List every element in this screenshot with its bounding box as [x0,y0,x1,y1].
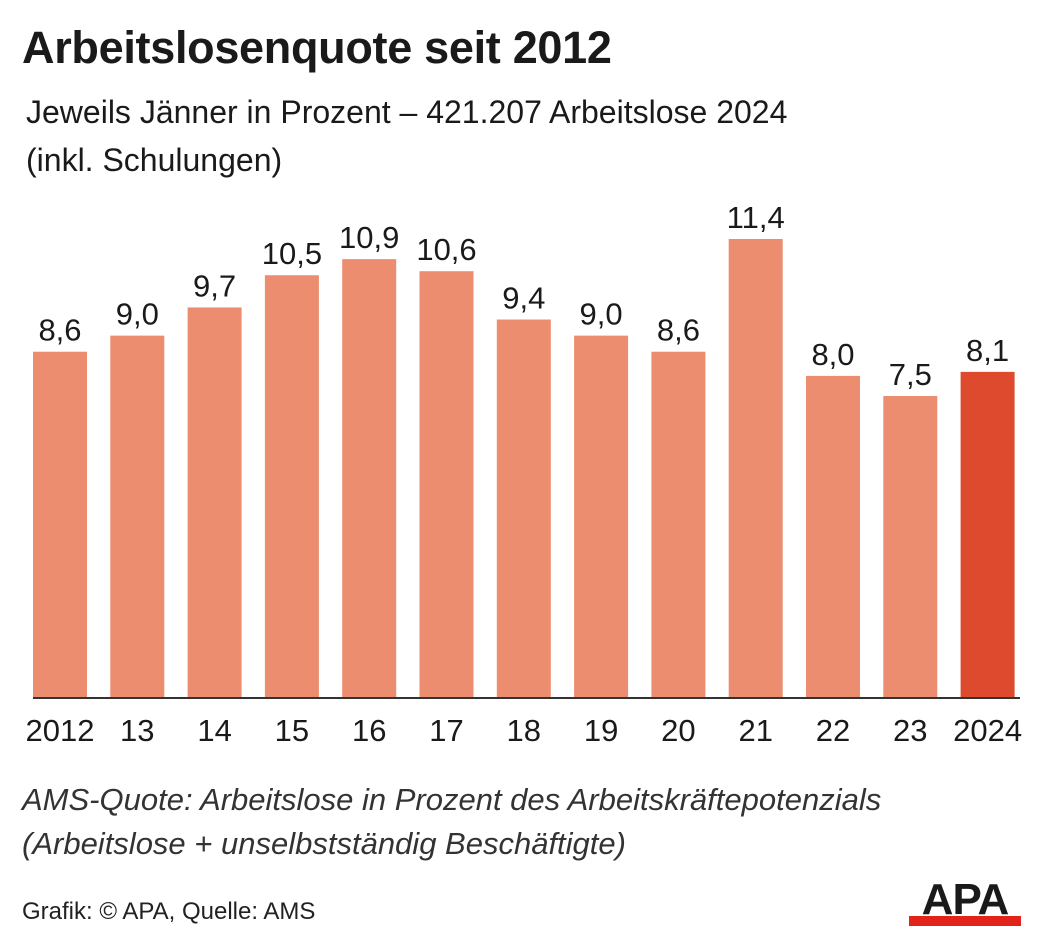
bar-2012 [33,351,87,698]
data-label-14: 9,7 [193,268,236,303]
x-tick-2012: 2012 [26,713,95,748]
chart-footnote: AMS-Quote: Arbeitslose in Prozent des Ar… [22,778,1032,866]
x-tick-16: 16 [352,713,386,748]
bar-17 [419,271,474,698]
x-tick-22: 22 [816,713,850,748]
data-label-22: 8,0 [811,337,854,372]
data-label-2012: 8,6 [38,313,81,348]
data-label-23: 7,5 [889,357,932,392]
data-label-17: 10,6 [416,232,476,267]
apa-logo-bar [909,916,1021,926]
bar-21 [728,239,783,698]
x-tick-14: 14 [197,713,231,748]
x-tick-19: 19 [584,713,618,748]
chart-subtitle: Jeweils Jänner in Prozent – 421.207 Arbe… [26,88,1006,184]
bar-14 [187,307,242,698]
bar-20 [651,351,706,698]
chart-title: Arbeitslosenquote seit 2012 [22,22,612,73]
subtitle-line-1: Jeweils Jänner in Prozent – 421.207 Arbe… [26,94,788,130]
data-label-21: 11,4 [727,200,785,235]
x-tick-21: 21 [738,713,772,748]
apa-logo: APA [909,878,1021,926]
bar-chart: 8,6 2012 9,0 13 9,7 14 10,5 15 10,9 16 10,6 17 9,4 18… [26,200,1023,748]
bar-22 [806,375,860,698]
data-label-2024: 8,1 [966,333,1009,368]
data-label-16: 10,9 [339,220,399,255]
x-tick-13: 13 [120,713,154,748]
bar-16 [342,259,397,698]
footnote-line-2: (Arbeitslose + unselbstständig Beschäfti… [22,826,626,861]
footnote-line-1: AMS-Quote: Arbeitslose in Prozent des Ar… [22,782,882,817]
data-label-19: 9,0 [580,297,623,332]
data-label-20: 8,6 [657,313,700,348]
bar-23 [883,396,938,698]
x-tick-20: 20 [661,713,695,748]
x-tick-15: 15 [275,713,309,748]
bar-15 [264,275,319,698]
data-label-15: 10,5 [262,236,322,271]
x-tick-23: 23 [893,713,927,748]
source-credit: Grafik: © APA, Quelle: AMS [22,898,316,925]
subtitle-line-2: (inkl. Schulungen) [26,142,283,178]
x-tick-2024: 2024 [953,713,1022,748]
bar-13 [110,335,165,698]
bar-18 [496,319,551,698]
apa-logo-text: APA [922,878,1009,924]
data-label-13: 9,0 [116,297,159,332]
x-tick-18: 18 [507,713,541,748]
bar-2024 [960,371,1015,698]
data-label-18: 9,4 [502,281,545,316]
x-tick-17: 17 [429,713,463,748]
bar-19 [574,335,629,698]
